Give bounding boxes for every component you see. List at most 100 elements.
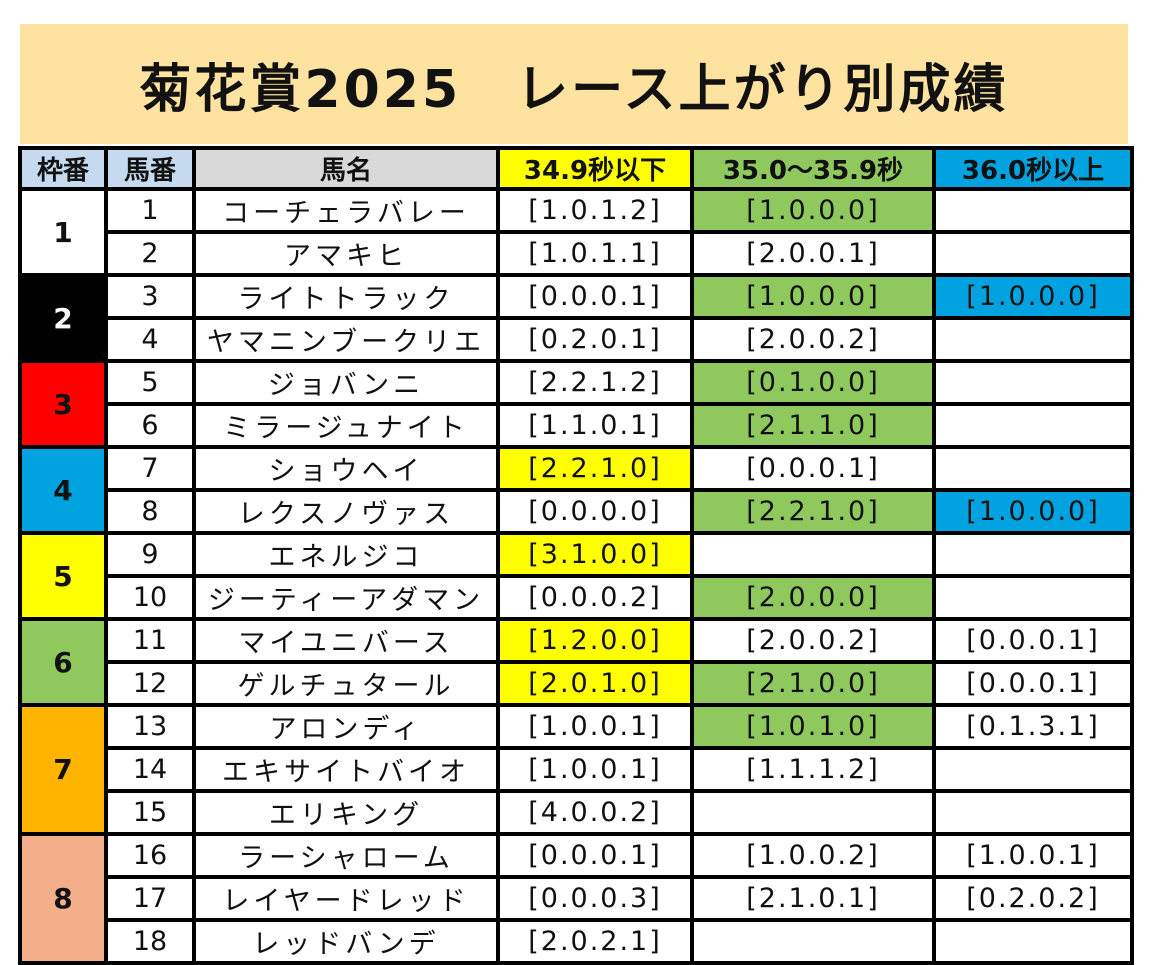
- mid-record-cell: [2.1.0.0]: [690, 660, 936, 707]
- horse-name-cell: アマキヒ: [192, 230, 500, 277]
- mid-record-cell: [2.0.0.2]: [690, 617, 936, 664]
- mid-record-cell: [2.1.1.0]: [690, 402, 936, 449]
- slow-record-cell: [932, 187, 1134, 234]
- fast-record-cell: [2.2.1.2]: [496, 359, 694, 406]
- gate-cell: 6: [18, 617, 108, 707]
- fast-record-cell: [0.0.0.3]: [496, 875, 694, 922]
- horse-name-cell: レイヤードレッド: [192, 875, 500, 922]
- table-row: 4 ヤマニンブークリエ [0.2.0.1] [2.0.0.2]: [20, 316, 1134, 363]
- header-fast: 34.9秒以下: [496, 146, 694, 191]
- results-table: 枠番 馬番 馬名 34.9秒以下 35.0〜35.9秒 36.0秒以上 1 1 コー…: [18, 146, 1134, 965]
- fast-record-cell: [2.2.1.0]: [496, 445, 694, 492]
- horse-name-cell: ヤマニンブークリエ: [192, 316, 500, 363]
- slow-record-cell: [0.2.0.2]: [932, 875, 1134, 922]
- fast-record-cell: [1.0.0.1]: [496, 746, 694, 793]
- horse-number-cell: 6: [104, 402, 196, 449]
- horse-name-cell: レッドバンデ: [192, 918, 500, 965]
- horse-name-cell: ラーシャローム: [192, 832, 500, 879]
- header-row: 枠番 馬番 馬名 34.9秒以下 35.0〜35.9秒 36.0秒以上: [18, 146, 1134, 191]
- horse-name-cell: ミラージュナイト: [192, 402, 500, 449]
- horse-name-cell: ライトトラック: [192, 273, 500, 320]
- fast-record-cell: [1.0.0.1]: [496, 703, 694, 750]
- table-row: 6 11 マイユニバース [1.2.0.0] [2.0.0.2] [0.0.0.1]: [18, 617, 1134, 707]
- horse-number-cell: 14: [104, 746, 196, 793]
- header-gate: 枠番: [18, 146, 108, 191]
- mid-record-cell: [2.0.0.0]: [690, 574, 936, 621]
- horse-name-cell: コーチェラバレー: [192, 187, 500, 234]
- fast-record-cell: [0.2.0.1]: [496, 316, 694, 363]
- mid-record-cell: [690, 789, 936, 836]
- slow-record-cell: [932, 531, 1134, 578]
- fast-record-cell: [1.0.1.2]: [496, 187, 694, 234]
- header-name: 馬名: [192, 146, 500, 191]
- horse-name-cell: レクスノヴァス: [192, 488, 500, 535]
- slow-record-cell: [1.0.0.0]: [932, 488, 1134, 535]
- mid-record-cell: [690, 531, 936, 578]
- slow-record-cell: [1.0.0.0]: [932, 273, 1134, 320]
- slow-record-cell: [932, 359, 1134, 406]
- fast-record-cell: [4.0.0.2]: [496, 789, 694, 836]
- fast-record-cell: [0.0.0.1]: [496, 273, 694, 320]
- horse-number-cell: 7: [104, 445, 196, 492]
- fast-record-cell: [0.0.0.2]: [496, 574, 694, 621]
- fast-record-cell: [1.0.1.1]: [496, 230, 694, 277]
- horse-name-cell: ゲルチュタール: [192, 660, 500, 707]
- mid-record-cell: [2.1.0.1]: [690, 875, 936, 922]
- horse-number-cell: 12: [104, 660, 196, 707]
- slow-record-cell: [932, 316, 1134, 363]
- page-title: 菊花賞2025 レース上がり別成績: [139, 59, 1009, 120]
- horse-number-cell: 13: [104, 703, 196, 750]
- mid-record-cell: [690, 918, 936, 965]
- horse-name-cell: エネルジコ: [192, 531, 500, 578]
- table-row: 18 レッドバンデ [2.0.2.1]: [20, 918, 1134, 965]
- horse-name-cell: エリキング: [192, 789, 500, 836]
- fast-record-cell: [1.2.0.0]: [496, 617, 694, 664]
- horse-number-cell: 10: [104, 574, 196, 621]
- gate-cell: 3: [18, 359, 108, 449]
- gate-cell: 1: [18, 187, 108, 277]
- gate-cell: 8: [18, 832, 108, 965]
- mid-record-cell: [2.2.1.0]: [690, 488, 936, 535]
- table-row: 6 ミラージュナイト [1.1.0.1] [2.1.1.0]: [20, 402, 1134, 449]
- slow-record-cell: [932, 918, 1134, 965]
- mid-record-cell: [1.0.0.2]: [690, 832, 936, 879]
- table-row: 8 レクスノヴァス [0.0.0.0] [2.2.1.0] [1.0.0.0]: [20, 488, 1134, 535]
- header-slow: 36.0秒以上: [932, 146, 1134, 191]
- horse-name-cell: エキサイトバイオ: [192, 746, 500, 793]
- slow-record-cell: [1.0.0.1]: [932, 832, 1134, 879]
- horse-number-cell: 16: [104, 832, 196, 879]
- fast-record-cell: [3.1.0.0]: [496, 531, 694, 578]
- horse-number-cell: 18: [104, 918, 196, 965]
- fast-record-cell: [2.0.1.0]: [496, 660, 694, 707]
- mid-record-cell: [1.1.1.2]: [690, 746, 936, 793]
- table-row: 1 1 コーチェラバレー [1.0.1.2] [1.0.0.0]: [18, 187, 1134, 277]
- mid-record-cell: [1.0.1.0]: [690, 703, 936, 750]
- mid-record-cell: [0.0.0.1]: [690, 445, 936, 492]
- slow-record-cell: [0.0.0.1]: [932, 660, 1134, 707]
- horse-name-cell: ジーティーアダマン: [192, 574, 500, 621]
- table-row: 15 エリキング [4.0.0.2]: [20, 789, 1134, 836]
- header-number: 馬番: [104, 146, 196, 191]
- table-row: 7 13 アロンディ [1.0.0.1] [1.0.1.0] [0.1.3.1]: [18, 703, 1134, 836]
- horse-number-cell: 4: [104, 316, 196, 363]
- horse-name-cell: マイユニバース: [192, 617, 500, 664]
- fast-record-cell: [1.1.0.1]: [496, 402, 694, 449]
- header-mid: 35.0〜35.9秒: [690, 146, 936, 191]
- mid-record-cell: [1.0.0.0]: [690, 273, 936, 320]
- horse-number-cell: 1: [104, 187, 196, 234]
- table-body: 1 1 コーチェラバレー [1.0.1.2] [1.0.0.0] 2 アマキヒ [1.0.1.…: [18, 187, 1134, 965]
- gate-cell: 7: [18, 703, 108, 836]
- slow-record-cell: [0.1.3.1]: [932, 703, 1134, 750]
- horse-name-cell: ジョバンニ: [192, 359, 500, 406]
- mid-record-cell: [2.0.0.2]: [690, 316, 936, 363]
- fast-record-cell: [2.0.2.1]: [496, 918, 694, 965]
- fast-record-cell: [0.0.0.1]: [496, 832, 694, 879]
- table-row: 5 9 エネルジコ [3.1.0.0]: [18, 531, 1134, 621]
- slow-record-cell: [932, 746, 1134, 793]
- slow-record-cell: [932, 230, 1134, 277]
- table-row: 17 レイヤードレッド [0.0.0.3] [2.1.0.1] [0.2.0.2]: [20, 875, 1134, 922]
- slow-record-cell: [932, 789, 1134, 836]
- gate-cell: 5: [18, 531, 108, 621]
- title-banner: 菊花賞2025 レース上がり別成績: [20, 24, 1128, 144]
- mid-record-cell: [1.0.0.0]: [690, 187, 936, 234]
